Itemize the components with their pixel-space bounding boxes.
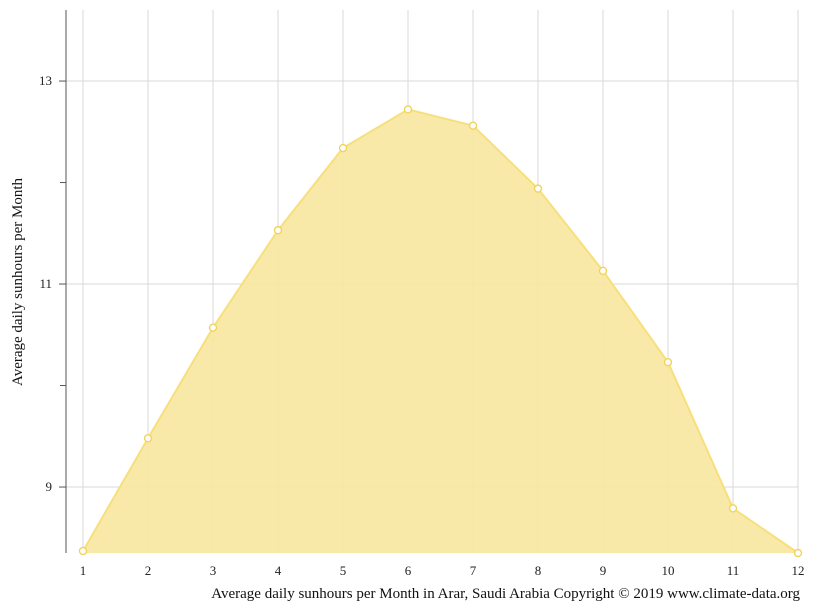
y-tick-label-13: 13 (39, 73, 52, 88)
area-layer (82, 108, 799, 554)
data-point-9 (598, 266, 608, 276)
data-point-7 (468, 121, 478, 130)
axis-layer (59, 10, 67, 553)
y-axis-title: Average daily sunhours per Month (10, 178, 26, 387)
x-tick-label-12: 12 (792, 563, 805, 578)
x-axis-title: Average daily sunhours per Month in Arar… (211, 586, 800, 602)
x-tick-label-3: 3 (210, 563, 217, 578)
x-tick-label-7: 7 (470, 563, 477, 578)
x-tick-label-8: 8 (535, 563, 542, 578)
data-point-8 (533, 184, 543, 193)
data-point-10 (663, 357, 673, 367)
x-tick-label-1: 1 (80, 563, 87, 578)
x-tick-label-4: 4 (275, 563, 282, 578)
data-point-1 (78, 546, 88, 556)
x-tick-label-6: 6 (405, 563, 412, 578)
data-point-3 (208, 323, 218, 332)
data-point-4 (273, 226, 283, 235)
data-point-12 (793, 548, 803, 558)
series-area (83, 109, 798, 553)
data-point-5 (338, 143, 348, 153)
x-tick-label-5: 5 (340, 563, 347, 578)
x-tick-label-9: 9 (600, 563, 607, 578)
y-tick-label-11: 11 (39, 276, 52, 291)
data-point-11 (728, 504, 738, 513)
series-line (82, 108, 799, 554)
data-point-2 (143, 434, 153, 443)
x-tick-label-2: 2 (145, 563, 152, 578)
y-tick-label-9: 9 (46, 479, 53, 494)
x-tick-label-11: 11 (727, 563, 740, 578)
data-point-6 (403, 105, 413, 114)
marker-layer (78, 105, 803, 558)
x-tick-label-10: 10 (662, 563, 675, 578)
